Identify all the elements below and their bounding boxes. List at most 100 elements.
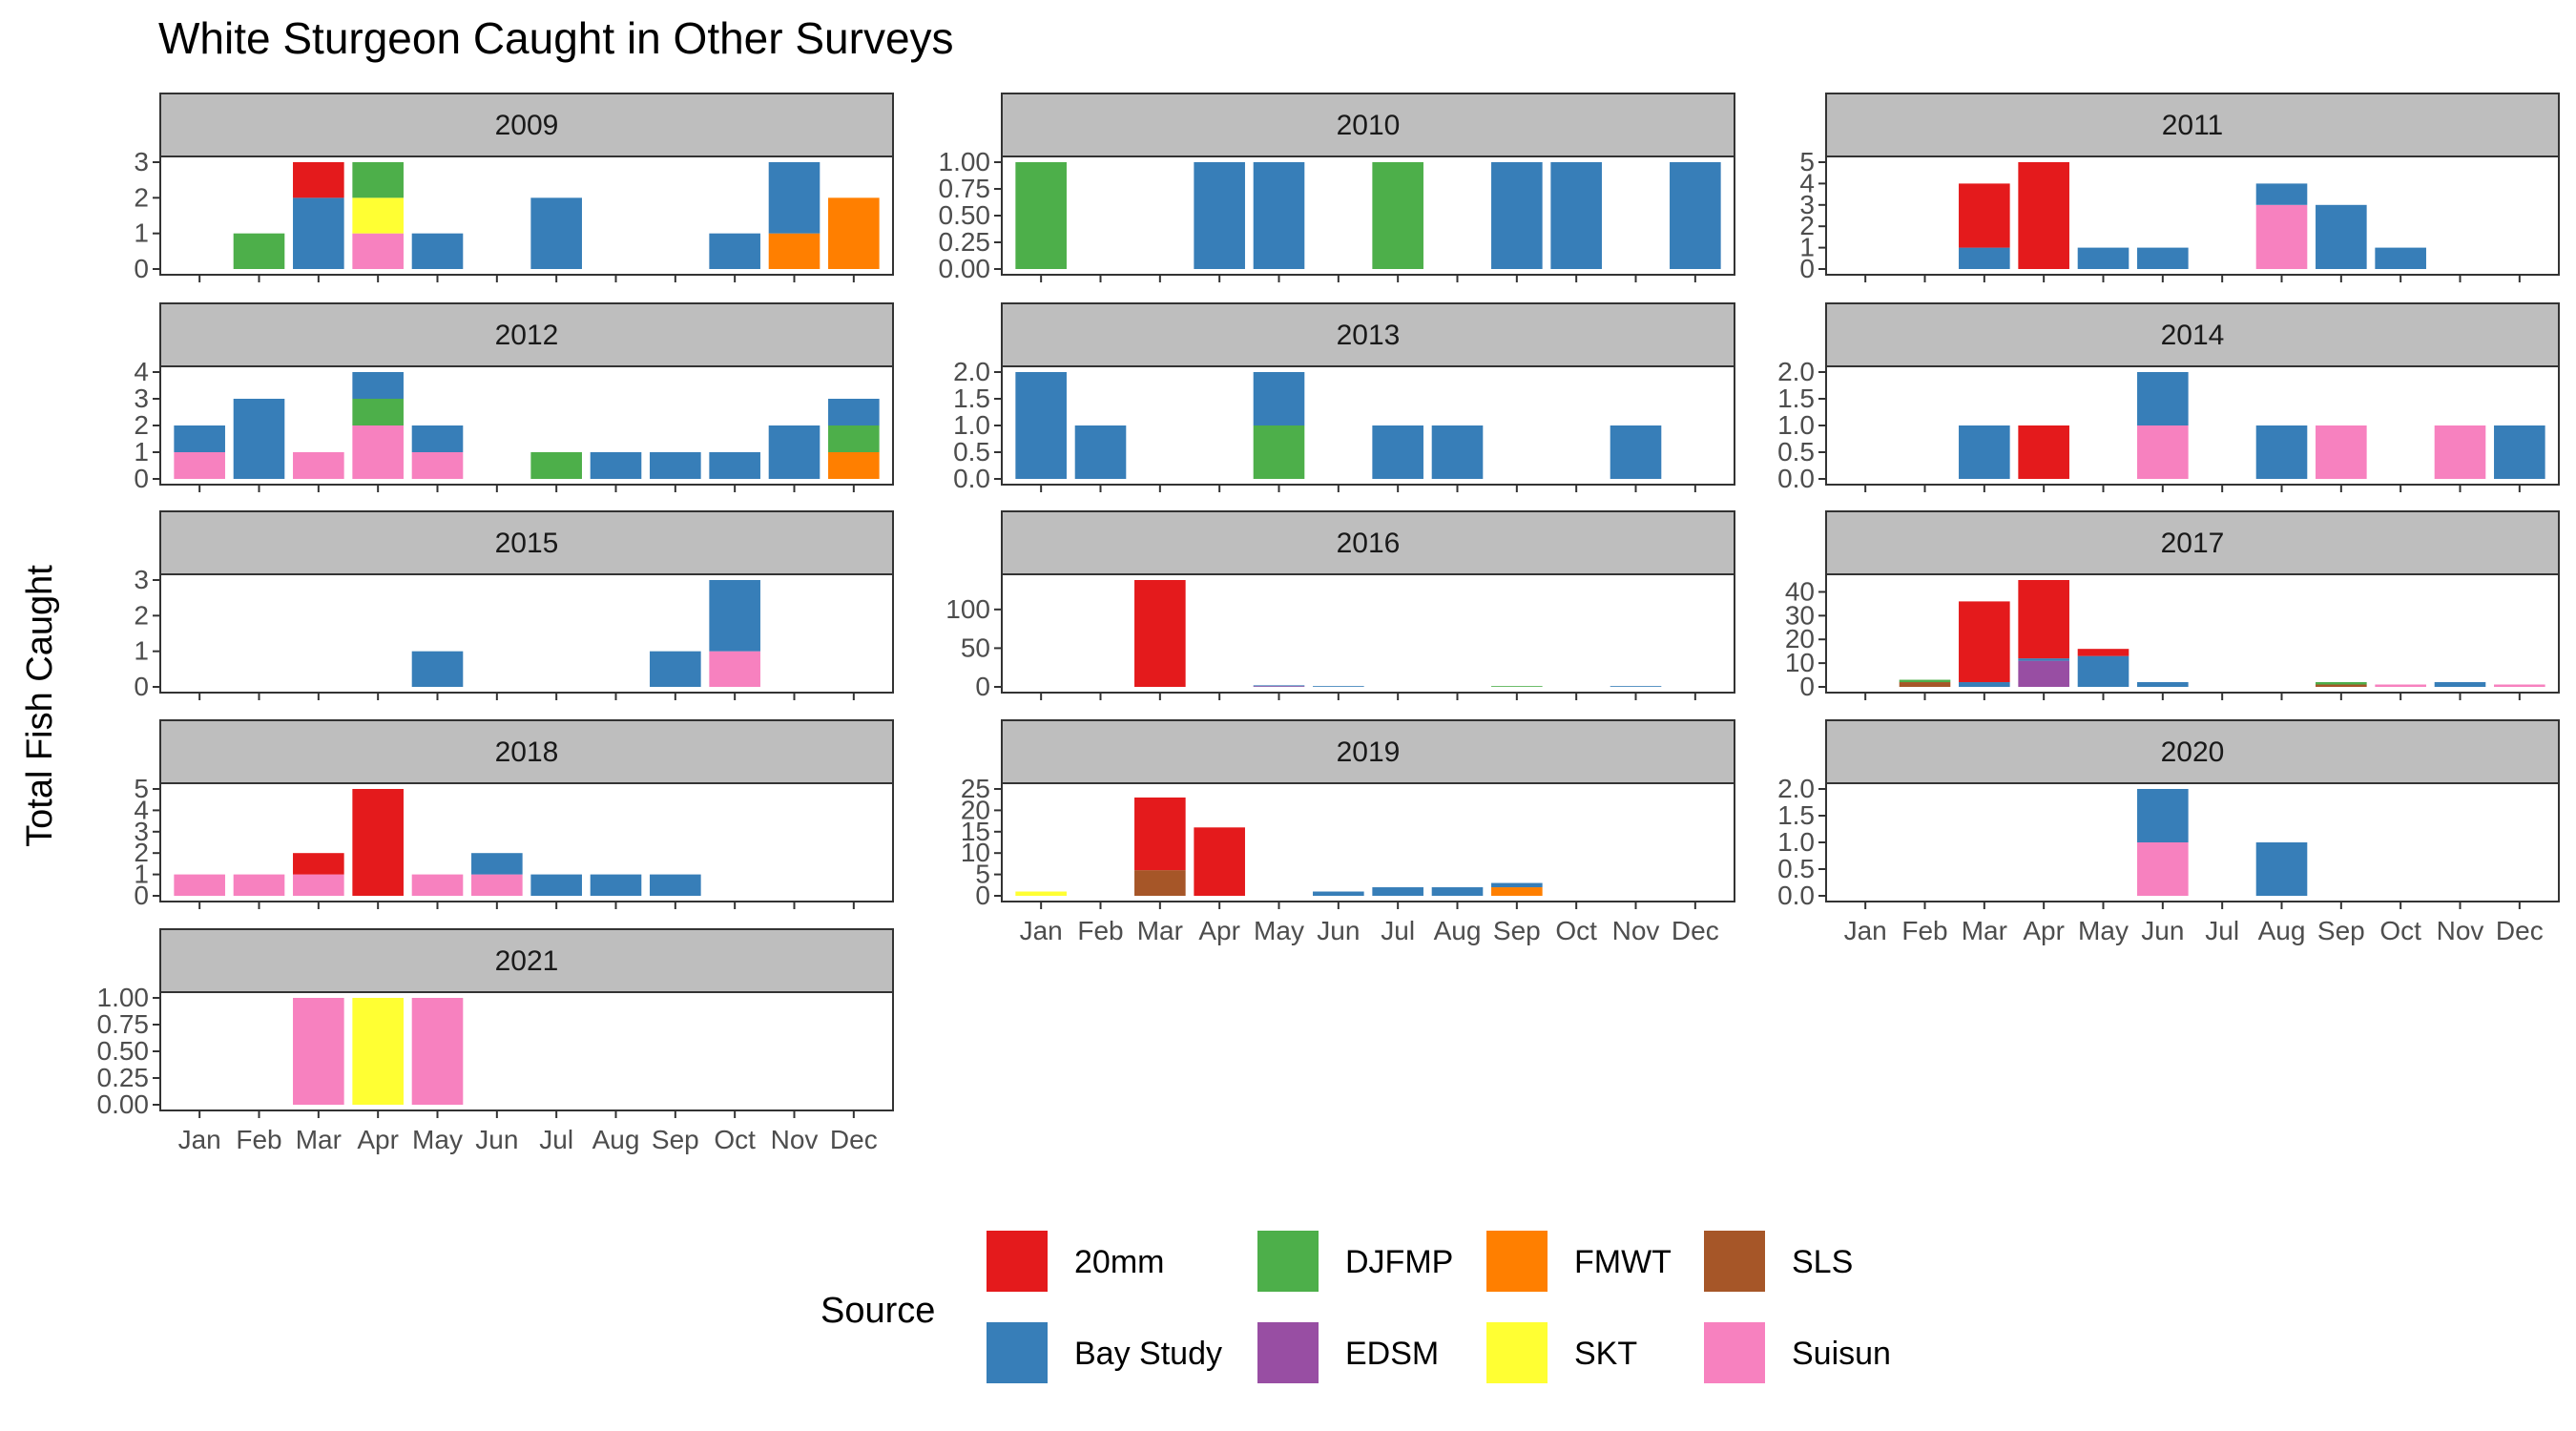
bar-2011-jun-bay-study — [2137, 247, 2189, 269]
bar-2017-mar-20mm — [1959, 601, 2010, 683]
y-tick-label: 0 — [1799, 672, 1815, 701]
bar-2010-dec-bay-study — [1670, 162, 1721, 269]
bar-2010-apr-bay-study — [1194, 162, 1245, 269]
bar-2017-may-20mm — [2077, 649, 2129, 656]
panel-2016: 2016 0 50 100 — [945, 510, 1735, 701]
x-tick-label: Jan — [1020, 916, 1063, 945]
x-tick-label: Aug — [592, 1125, 640, 1154]
panel-plot-area — [160, 992, 893, 1110]
bar-2011-may-bay-study — [2077, 247, 2129, 269]
panel-strip-label: 2014 — [2161, 320, 2225, 351]
panel-border — [159, 156, 894, 276]
bar-2012-dec-djfmp — [828, 425, 880, 452]
legend-label-sls: SLS — [1792, 1244, 1853, 1280]
bar-2017-oct-suisun — [2375, 684, 2426, 687]
y-tick-label: 0 — [134, 254, 149, 283]
x-tick-label: May — [412, 1125, 463, 1154]
bar-2020-jun-suisun — [2137, 842, 2189, 896]
bar-2018-jun-bay-study — [471, 853, 523, 875]
bar-2009-mar-bay-study — [293, 197, 344, 269]
bar-2014-nov-suisun — [2434, 425, 2486, 479]
y-tick-label: 3 — [134, 565, 149, 594]
panel-strip-label: 2019 — [1337, 736, 1401, 768]
legend-key-20mm — [987, 1231, 1048, 1292]
bar-2013-nov-bay-study — [1610, 425, 1662, 479]
y-tick-label: 0.25 — [939, 227, 991, 257]
bar-2017-sep-djfmp — [2316, 682, 2367, 685]
y-tick-label: 0 — [975, 672, 990, 701]
bar-2017-dec-suisun — [2494, 684, 2545, 687]
y-tick-label: 0.00 — [97, 1089, 150, 1119]
legend-key-bay-study — [987, 1322, 1048, 1383]
x-tick-label: Oct — [1555, 916, 1597, 945]
panel-strip — [1825, 510, 2560, 575]
bar-2017-jun-bay-study — [2137, 682, 2189, 687]
y-tick-label: 1.0 — [1777, 827, 1815, 857]
bar-2017-may-bay-study — [2077, 655, 2129, 687]
x-tick-label: Dec — [1672, 916, 1719, 945]
x-tick-label: Jul — [1381, 916, 1415, 945]
panel-strip — [1001, 719, 1735, 784]
panel-plot-area — [1002, 156, 1735, 275]
y-tick-label: 1.00 — [939, 147, 991, 176]
y-tick-label: 3 — [134, 817, 149, 846]
y-tick-label: 5 — [1799, 147, 1815, 176]
panel-plot-area — [1826, 156, 2559, 275]
legend-key-suisun — [1704, 1322, 1765, 1383]
bar-2013-jan-bay-study — [1015, 372, 1067, 479]
bar-2017-feb-sls — [1899, 682, 1951, 687]
x-tick-label: Jan — [1844, 916, 1887, 945]
panel-plot-area — [1826, 574, 2559, 693]
bar-2011-mar-20mm — [1959, 183, 2010, 248]
bar-2009-apr-skt — [352, 197, 404, 234]
bar-2018-jun-suisun — [471, 874, 523, 896]
panel-strip — [159, 302, 894, 367]
bar-2014-jun-suisun — [2137, 425, 2189, 479]
bar-2012-apr-bay-study — [352, 372, 404, 399]
x-tick-label: Jun — [475, 1125, 518, 1154]
y-tick-label: 4 — [134, 795, 149, 824]
legend-label-fmwt: FMWT — [1574, 1244, 1672, 1280]
bar-2012-may-suisun — [411, 452, 464, 479]
bar-2017-nov-bay-study — [2434, 682, 2486, 687]
panel-plot-area — [160, 574, 893, 693]
panel-2014: 2014 0.00.51.01.52.0 — [1777, 302, 2560, 493]
panel-strip-label: 2021 — [495, 945, 559, 977]
x-tick-label: Nov — [2437, 916, 2484, 945]
x-tick-label: Aug — [2258, 916, 2306, 945]
bar-2018-feb-suisun — [233, 874, 285, 896]
bar-2016-sep-djfmp — [1491, 686, 1543, 687]
panel-2010: 2010 0.000.250.500.751.00 — [939, 93, 1735, 283]
y-tick-label: 0.0 — [953, 464, 990, 493]
bar-2015-may-bay-study — [411, 651, 464, 687]
bar-2010-jul-djfmp — [1372, 162, 1423, 269]
bar-2018-may-suisun — [411, 874, 464, 896]
x-tick-label: Apr — [2023, 916, 2065, 945]
bar-2012-jan-bay-study — [174, 425, 225, 452]
bar-2011-aug-bay-study — [2255, 183, 2308, 205]
panel-border — [159, 782, 894, 902]
chart-title: White Sturgeon Caught in Other Surveys — [158, 13, 954, 63]
x-tick-label: May — [1254, 916, 1304, 945]
bar-2012-apr-suisun — [352, 425, 404, 479]
bar-2015-oct-bay-study — [709, 580, 760, 652]
bar-2014-jun-bay-study — [2137, 372, 2189, 425]
y-tick-label: 2.0 — [1777, 357, 1815, 386]
bar-2011-sep-bay-study — [2316, 204, 2367, 269]
bar-2009-nov-bay-study — [768, 162, 821, 234]
y-tick-label: 0.00 — [939, 254, 991, 283]
x-tick-label: Mar — [296, 1125, 342, 1154]
panel-strip-label: 2020 — [2161, 736, 2225, 768]
y-tick-label: 0.50 — [97, 1036, 150, 1066]
bar-2014-aug-bay-study — [2255, 425, 2308, 479]
x-tick-label: Aug — [1434, 916, 1482, 945]
y-tick-label: 25 — [961, 774, 990, 803]
y-tick-label: 3 — [134, 384, 149, 413]
x-tick-label: Mar — [1137, 916, 1183, 945]
x-tick-label: Jul — [2205, 916, 2239, 945]
y-tick-label: 0.25 — [97, 1063, 150, 1092]
bar-2012-dec-fmwt — [828, 452, 880, 479]
y-tick-label: 5 — [975, 860, 990, 889]
